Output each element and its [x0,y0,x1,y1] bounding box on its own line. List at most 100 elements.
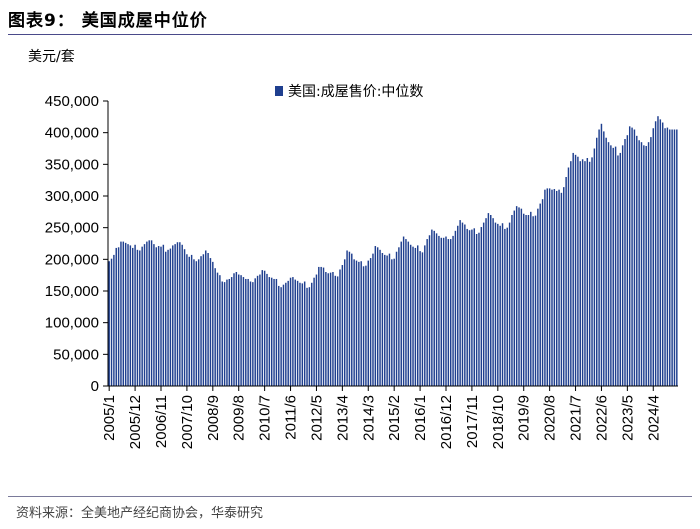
bar [237,274,240,386]
bar [563,187,565,386]
bar [654,121,657,386]
bar [108,261,110,386]
bar [381,253,384,386]
bar [614,146,617,386]
bar [647,142,650,386]
x-tick-label: 2015/2 [386,395,403,441]
bar [179,242,181,386]
bar [197,259,200,386]
bar [501,223,504,386]
bar [259,274,261,386]
bar [438,235,440,386]
bar [376,247,379,386]
bar [459,220,461,386]
bar [172,245,174,386]
bar [129,245,132,386]
x-tick-label: 2019/9 [516,395,533,441]
bar [551,189,553,386]
y-tick-label: 350,000 [45,156,99,173]
bar [605,137,607,386]
bar [621,145,624,386]
bar [228,278,231,386]
bar [275,278,278,386]
bar [652,128,654,386]
bar [631,127,633,386]
bar [461,222,464,386]
bar [553,189,556,386]
y-tick-label: 400,000 [45,125,99,142]
bar [400,241,402,386]
bar [263,270,266,386]
bar [110,258,113,386]
bar [572,152,574,386]
y-tick-label: 200,000 [45,251,99,268]
bar [633,129,636,386]
x-tick-label: 2009/8 [231,395,248,441]
bar [393,258,395,386]
bar [506,227,508,386]
bar [148,240,150,386]
bar [360,261,362,386]
bar [405,239,407,386]
bar [673,129,676,386]
bar [626,135,629,386]
bar [303,281,306,386]
bar [318,266,320,386]
bar [294,279,296,386]
bar [372,253,374,386]
median-price-chart: 美国:成屋售价:中位数 0 50,000 100,000 150,000 200,000… [45,84,678,449]
bar [464,224,466,386]
x-tick-label: 2024/4 [645,395,662,441]
bar [150,240,153,386]
bar [157,246,160,386]
x-tick-label: 2010/7 [257,395,274,441]
bar [409,244,412,386]
bar [419,251,421,386]
bar [513,210,516,386]
bar [473,228,475,386]
bar [426,239,428,386]
bar [482,222,485,386]
bar [499,225,501,386]
bar [534,215,537,386]
y-tick-label: 300,000 [45,188,99,205]
bar [525,215,527,386]
bar [511,215,513,386]
bar [588,161,591,386]
bar [242,277,245,386]
y-tick-label: 450,000 [45,93,99,110]
bar [167,249,169,386]
bar [285,282,287,386]
bar [548,188,551,386]
bar [567,167,570,386]
bar [115,247,117,386]
legend: 美国:成屋售价:中位数 [275,84,423,100]
bar [421,252,424,386]
bar [132,247,134,386]
bar [598,129,600,386]
source-note: 资料来源：全美地产经纪商协会，华泰研究 [16,506,264,521]
bar [153,244,155,386]
bar [497,223,499,386]
bar [329,272,332,386]
bar [417,245,419,386]
bar [327,273,329,386]
bar [487,213,490,386]
bar [386,255,388,386]
bar [273,278,275,386]
bar [457,225,459,386]
bar [139,250,141,386]
bar [584,161,586,386]
bar [226,279,228,386]
bar [299,282,301,386]
bar [490,215,492,386]
x-tick-label: 2011/6 [283,395,300,440]
bar [480,227,483,386]
bar [235,272,238,386]
bar [485,218,487,386]
bar [292,277,294,386]
bar [146,241,148,386]
bar [661,122,664,386]
bar [252,282,254,386]
bar [520,208,523,386]
